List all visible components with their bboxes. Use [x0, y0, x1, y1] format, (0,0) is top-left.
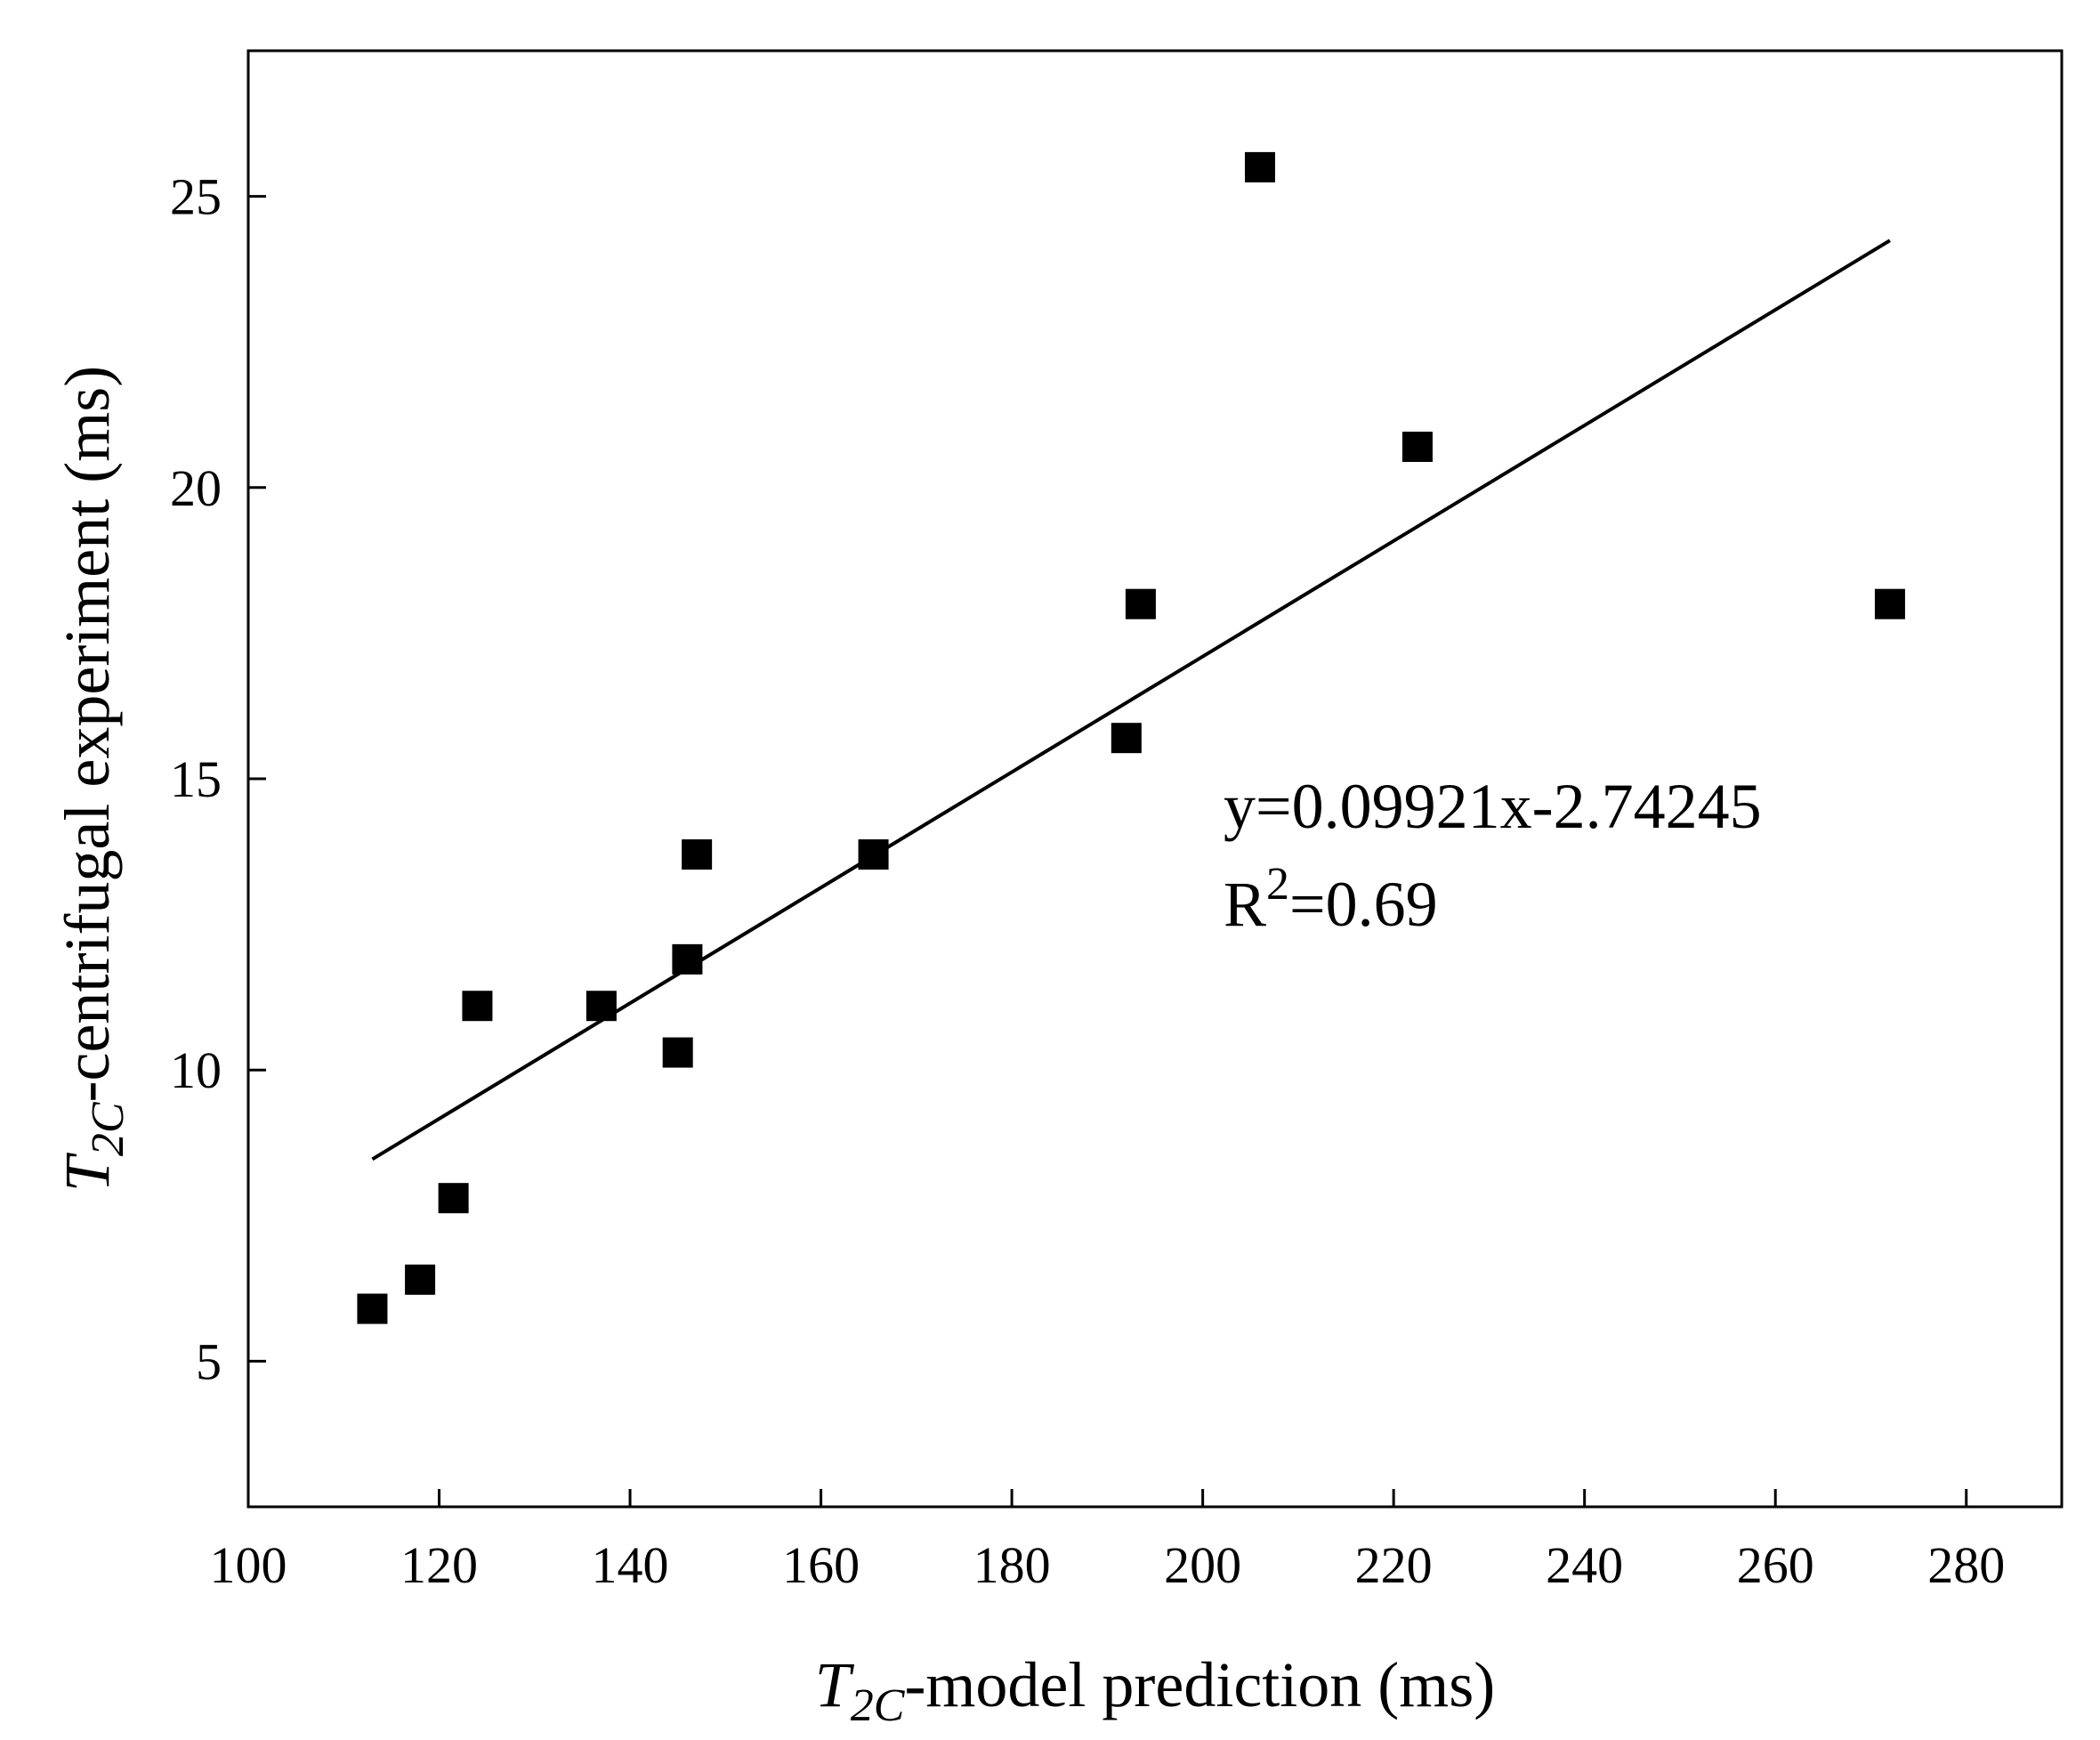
x-tick-label: 280 — [1927, 1536, 2005, 1594]
y-tick-label: 20 — [170, 459, 222, 517]
x-tick-label: 240 — [1546, 1536, 1623, 1594]
x-tick-label: 220 — [1355, 1536, 1433, 1594]
data-point — [1125, 588, 1156, 619]
x-tick-label: 260 — [1737, 1536, 1814, 1594]
data-point — [438, 1183, 469, 1214]
data-point — [1111, 723, 1142, 754]
data-point — [1874, 588, 1905, 619]
x-tick-label: 160 — [782, 1536, 860, 1594]
regression-line — [371, 239, 1891, 1161]
data-point — [662, 1037, 693, 1068]
data-point — [357, 1293, 388, 1324]
data-point — [405, 1264, 436, 1295]
data-points — [357, 151, 1905, 1324]
y-axis-title: T2C-centrifugal experiment (ms) — [52, 366, 133, 1192]
data-point — [858, 839, 889, 870]
r-squared-annotation: R2=0.69 — [1224, 859, 1438, 940]
data-point — [682, 839, 713, 870]
x-tick-label: 120 — [400, 1536, 478, 1594]
y-tick-label: 10 — [170, 1041, 222, 1099]
plot-frame — [246, 49, 2064, 1509]
data-point — [462, 991, 493, 1022]
x-tick-label: 140 — [592, 1536, 669, 1594]
data-point — [1401, 431, 1433, 462]
data-point — [586, 991, 617, 1022]
data-point — [1244, 151, 1275, 182]
y-tick-label: 5 — [196, 1332, 222, 1390]
x-tick-label: 100 — [210, 1536, 287, 1594]
y-tick-label: 15 — [170, 750, 222, 808]
y-tick-label: 25 — [170, 168, 222, 226]
y-axis-ticks: 5 10 15 20 25 — [170, 168, 266, 1390]
x-axis-title: T2C-model prediction (ms) — [815, 1649, 1496, 1731]
equation-annotation: y=0.09921x-2.74245 — [1224, 771, 1762, 842]
x-tick-label: 180 — [973, 1536, 1051, 1594]
x-axis-ticks: 100 120 140 160 180 200 220 240 260 280 — [210, 1489, 2005, 1594]
x-tick-label: 200 — [1164, 1536, 1241, 1594]
data-point — [672, 943, 703, 975]
